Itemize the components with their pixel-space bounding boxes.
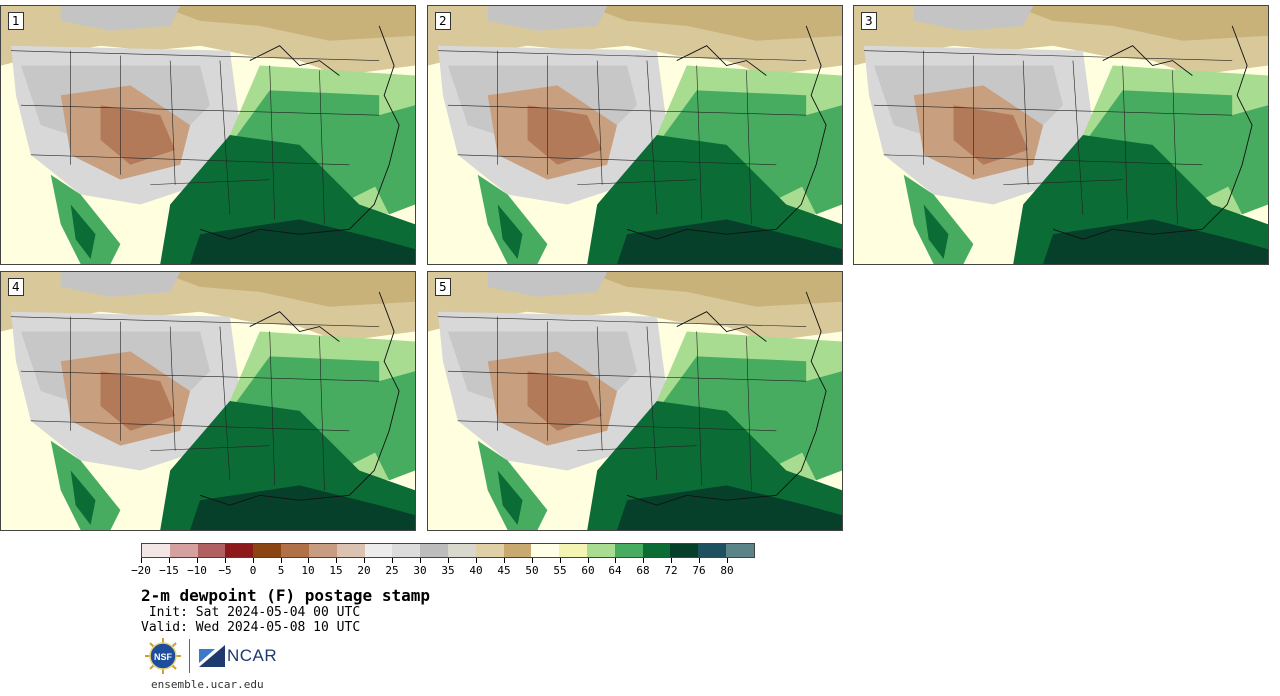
colorbar-swatch [559,544,587,557]
colorbar-tick [588,558,589,563]
colorbar-tick-label: 30 [413,564,427,577]
colorbar-swatch [447,544,476,557]
colorbar-swatch [197,544,226,557]
colorbar-tick-label: 64 [608,564,622,577]
map-4 [1,272,415,530]
map-5 [428,272,842,530]
map-panel-3: 3 [853,5,1269,265]
colorbar-tick-label: 45 [497,564,511,577]
colorbar-tick [197,558,198,563]
panel-label: 2 [435,12,451,30]
colorbar-ticks: −20 −15 −10 −5 0 5 10 15 20 25 30 35 40 45 50 55 60 64 68 7… [131,558,755,578]
colorbar-tick [281,558,282,563]
nsf-logo-icon: NSF [145,638,181,674]
colorbar-swatch [503,544,532,557]
colorbar-tick [253,558,254,563]
map-2 [428,6,842,264]
nsf-logo-text: NSF [154,652,173,662]
panel-label: 5 [435,278,451,296]
map-panel-1: 1 [0,5,416,265]
colorbar-swatch [336,544,365,557]
init-time: Init: Sat 2024-05-04 00 UTC [141,605,361,620]
colorbar-tick [336,558,337,563]
colorbar-tick-label: 15 [329,564,343,577]
colorbar-tick-label: −15 [159,564,179,577]
map-panel-2: 2 [427,5,843,265]
colorbar-swatch [308,544,337,557]
colorbar-swatch [420,544,448,557]
map-panel-5: 5 [427,271,843,531]
colorbar-swatch [169,544,198,557]
colorbar-swatch [142,544,170,557]
colorbar-tick [643,558,644,563]
colorbar-tick-label: 76 [692,564,706,577]
colorbar-swatch [531,544,560,557]
colorbar-tick [671,558,672,563]
colorbar-tick-label: 5 [277,564,285,577]
map-3 [854,6,1268,264]
colorbar-tick [169,558,170,563]
colorbar-tick-label: 60 [581,564,595,577]
colorbar-tick [141,558,142,563]
colorbar-swatch [225,544,254,557]
panel-label: 1 [8,12,24,30]
colorbar-tick [532,558,533,563]
colorbar-tick-label: 68 [636,564,650,577]
colorbar-swatch [281,544,309,557]
colorbar-tick [392,558,393,563]
colorbar-swatch [642,544,671,557]
colorbar-swatch [726,544,754,557]
colorbar-swatch [614,544,643,557]
colorbar-tick-label: 72 [664,564,678,577]
ncar-logo-text: NCAR [227,646,278,665]
colorbar-tick-label: 50 [525,564,539,577]
chart-title: 2-m dewpoint (F) postage stamp [141,586,430,605]
colorbar-tick [727,558,728,563]
colorbar-tick-label: 20 [357,564,371,577]
colorbar-swatch [392,544,421,557]
valid-time: Valid: Wed 2024-05-08 10 UTC [141,620,361,635]
ncar-logo-icon [199,645,225,667]
colorbar-tick [504,558,505,563]
colorbar-tick [448,558,449,563]
colorbar-swatch [670,544,699,557]
panel-label: 3 [861,12,877,30]
map-1 [1,6,415,264]
colorbar [141,543,755,558]
colorbar-tick-label: −10 [187,564,207,577]
colorbar-tick-label: −20 [131,564,151,577]
colorbar-swatch [364,544,393,557]
colorbar-tick [364,558,365,563]
colorbar-swatch [475,544,504,557]
colorbar-tick [420,558,421,563]
colorbar-swatch [698,544,727,557]
colorbar-tick-label: 55 [553,564,567,577]
colorbar-tick [560,558,561,563]
colorbar-swatch [587,544,615,557]
footer-url: ensemble.ucar.edu [151,678,264,691]
map-panel-4: 4 [0,271,416,531]
colorbar-tick-label: 40 [469,564,483,577]
colorbar-tick-label: 80 [720,564,734,577]
colorbar-tick-label: −5 [218,564,232,577]
panel-label: 4 [8,278,24,296]
colorbar-tick-label: 0 [249,564,257,577]
colorbar-tick-label: 10 [301,564,315,577]
colorbar-tick [699,558,700,563]
logo-divider [189,639,190,673]
colorbar-tick [308,558,309,563]
colorbar-tick [225,558,226,563]
colorbar-tick [476,558,477,563]
logos: NSF NCAR [145,638,277,674]
colorbar-tick-label: 25 [385,564,399,577]
colorbar-tick [615,558,616,563]
colorbar-tick-label: 35 [441,564,455,577]
colorbar-swatch [253,544,282,557]
